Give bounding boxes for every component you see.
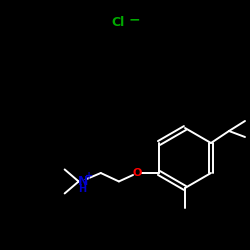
Text: O: O — [132, 168, 142, 178]
Text: Cl: Cl — [112, 16, 124, 28]
Text: H: H — [78, 184, 87, 194]
Text: N: N — [78, 175, 88, 188]
Text: −: − — [128, 12, 140, 26]
Text: +: + — [84, 172, 93, 181]
